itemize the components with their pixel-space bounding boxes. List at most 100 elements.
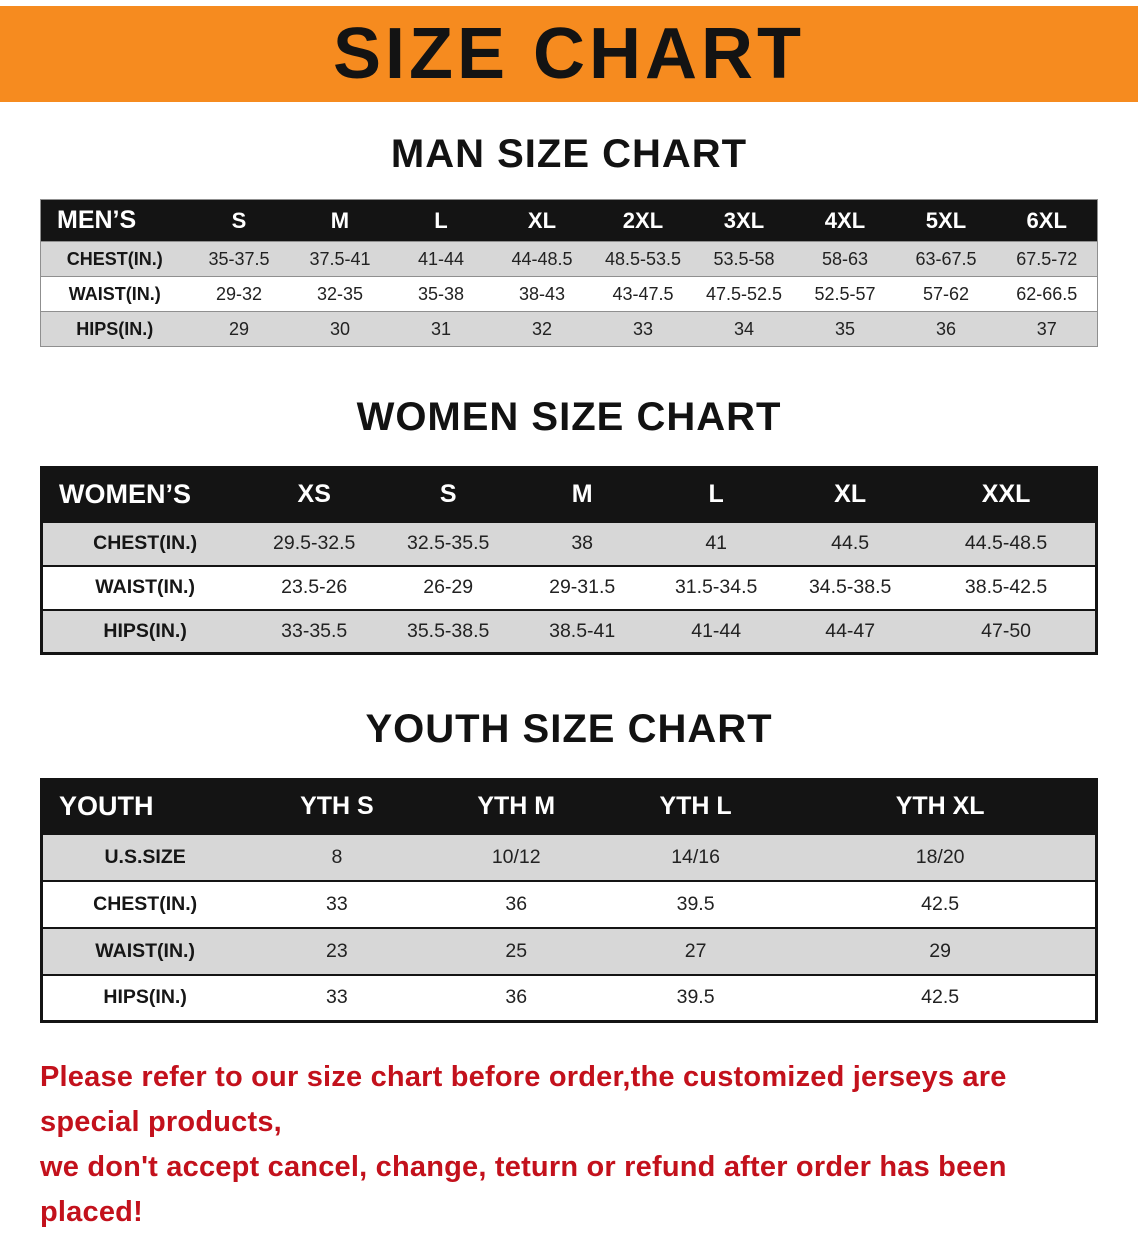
row-label: WAIST(IN.) <box>68 283 161 304</box>
row-label: CHEST(IN.) <box>93 892 198 915</box>
measurement-cell: 35.5-38.5 <box>381 609 516 654</box>
size-header-cell: YTH S <box>247 779 427 834</box>
measurement-cell: 42.5 <box>921 892 960 915</box>
table-row: WAIST(IN.) 29-32 32-35 35-38 38-43 43-47.5 47.… <box>40 277 1098 312</box>
banner: SIZE CHART <box>0 6 1138 102</box>
measurement-cell: 14/16 <box>605 833 786 881</box>
row-label: WAIST(IN.) <box>41 927 248 975</box>
measurement-cell: 30 <box>289 311 391 347</box>
table-row: CHEST(IN.) 29.5-32.5 32.5-35.5 38 41 44.5 44.5… <box>41 521 1097 566</box>
youth-size-table: YOUTH YTH S YTH M YTH L YTH XL U.S.SIZE 8 10/12… <box>40 778 1098 1023</box>
measurement-cell: 38-43 <box>518 283 565 304</box>
measurement-cell: 39.5 <box>676 986 715 1009</box>
men-size-chart-section: MAN SIZE CHART MEN’S S M L XL 2XL 3XL 4XL 5XL 6XL C… <box>0 132 1138 347</box>
measurement-cell: 27 <box>605 927 786 975</box>
row-label: WAIST(IN.) <box>95 576 195 598</box>
measurement-cell: 35-37.5 <box>188 241 290 277</box>
header-row: MEN’S S M L XL 2XL 3XL 4XL 5XL 6XL <box>40 199 1098 242</box>
measurement-cell: 57-62 <box>922 283 969 304</box>
size-header-cell: XXL <box>917 467 1097 522</box>
measurement-cell: 31.5-34.5 <box>674 576 758 598</box>
measurement-cell: 23.5-26 <box>281 576 348 598</box>
size-header-cell: XL <box>783 467 918 522</box>
size-header-cell: S <box>381 467 516 522</box>
measurement-cell: 41-44 <box>649 609 784 654</box>
measurement-cell: 44.5 <box>783 521 918 566</box>
measurement-cell: 18/20 <box>785 833 1097 881</box>
youth-size-chart-heading: YOUTH SIZE CHART <box>365 707 773 751</box>
measurement-cell: 52.5-57 <box>814 283 876 304</box>
size-header-cell: M <box>515 467 650 522</box>
measurement-cell: 44.5-48.5 <box>917 521 1097 566</box>
measurement-cell: 41-44 <box>390 241 492 277</box>
table-title-cell: YOUTH <box>41 779 248 834</box>
measurement-cell: 26-29 <box>423 576 474 598</box>
measurement-cell: 29 <box>188 311 290 347</box>
measurement-cell: 47-50 <box>917 609 1097 654</box>
size-header-cell: 4XL <box>794 199 896 242</box>
measurement-cell: 33 <box>326 892 348 915</box>
table-row: CHEST(IN.) 33 36 39.5 42.5 <box>41 881 1097 928</box>
disclaimer-line-1: Please refer to our size chart before or… <box>40 1061 1007 1138</box>
measurement-cell: 33 <box>592 311 694 347</box>
measurement-cell: 44-47 <box>783 609 918 654</box>
size-header-cell: L <box>390 199 492 242</box>
measurement-cell: 33-35.5 <box>247 609 382 654</box>
measurement-cell: 8 <box>247 833 427 881</box>
measurement-cell: 47.5-52.5 <box>705 283 782 304</box>
size-header-cell: XS <box>247 467 382 522</box>
measurement-cell: 33 <box>326 986 348 1009</box>
measurement-cell: 62-66.5 <box>1016 283 1078 304</box>
table-row: U.S.SIZE 8 10/12 14/16 18/20 <box>41 833 1097 881</box>
size-header-cell: YTH XL <box>785 779 1097 834</box>
size-chart-page: SIZE CHART MAN SIZE CHART MEN’S S M L XL 2XL 3X… <box>0 6 1138 1235</box>
table-row: HIPS(IN.) 33-35.5 35.5-38.5 38.5-41 41-44 44-… <box>41 609 1097 654</box>
header-row: WOMEN’S XS S M L XL XXL <box>41 467 1097 522</box>
row-label: HIPS(IN.) <box>40 311 189 347</box>
measurement-cell: 35-38 <box>417 283 464 304</box>
size-header-cell: M <box>289 199 391 242</box>
women-size-table: WOMEN’S XS S M L XL XXL CHEST(IN.) 29.5-32.5 32.5… <box>40 466 1098 655</box>
size-header-cell: S <box>188 199 290 242</box>
disclaimer: Please refer to our size chart before or… <box>0 1055 1138 1235</box>
table-row: CHEST(IN.) 35-37.5 37.5-41 41-44 44-48.5 48.5… <box>40 241 1098 277</box>
charts-container: MAN SIZE CHART MEN’S S M L XL 2XL 3XL 4XL 5XL 6XL C… <box>0 132 1138 1023</box>
row-label: CHEST(IN.) <box>41 521 248 566</box>
measurement-cell: 53.5-58 <box>693 241 795 277</box>
measurement-cell: 29 <box>785 927 1097 975</box>
table-title-cell: MEN’S <box>40 199 189 242</box>
measurement-cell: 29.5-32.5 <box>247 521 382 566</box>
size-header-cell: 2XL <box>592 199 694 242</box>
table-title-cell: WOMEN’S <box>41 467 248 522</box>
measurement-cell: 31 <box>390 311 492 347</box>
table-row: WAIST(IN.) 23 25 27 29 <box>41 927 1097 975</box>
size-header-cell: 6XL <box>996 199 1098 242</box>
measurement-cell: 63-67.5 <box>895 241 997 277</box>
measurement-cell: 67.5-72 <box>996 241 1098 277</box>
measurement-cell: 38 <box>515 521 650 566</box>
measurement-cell: 29-31.5 <box>549 576 616 598</box>
size-header-cell: YTH L <box>605 779 786 834</box>
table-row: WAIST(IN.) 23.5-26 26-29 29-31.5 31.5-34.5 34… <box>41 566 1097 610</box>
measurement-cell: 23 <box>247 927 427 975</box>
header-row: YOUTH YTH S YTH M YTH L YTH XL <box>41 779 1097 834</box>
measurement-cell: 38.5-42.5 <box>964 576 1048 598</box>
measurement-cell: 38.5-41 <box>515 609 650 654</box>
table-row: HIPS(IN.) 29 30 31 32 33 34 35 36 37 <box>40 311 1098 347</box>
men-size-table: MEN’S S M L XL 2XL 3XL 4XL 5XL 6XL CHEST(IN.) 35-37… <box>40 199 1098 347</box>
row-label: U.S.SIZE <box>41 833 248 881</box>
measurement-cell: 48.5-53.5 <box>592 241 694 277</box>
row-label: HIPS(IN.) <box>41 609 248 654</box>
measurement-cell: 36 <box>505 986 528 1009</box>
disclaimer-line-2: we don't accept cancel, change, teturn o… <box>40 1150 1007 1228</box>
size-header-cell: 5XL <box>895 199 997 242</box>
measurement-cell: 39.5 <box>676 892 715 915</box>
measurement-cell: 32.5-35.5 <box>381 521 516 566</box>
row-label: CHEST(IN.) <box>40 241 189 277</box>
measurement-cell: 41 <box>649 521 784 566</box>
measurement-cell: 36 <box>895 311 997 347</box>
size-header-cell: XL <box>491 199 593 242</box>
size-header-cell: L <box>649 467 784 522</box>
measurement-cell: 25 <box>426 927 606 975</box>
women-size-chart-heading: WOMEN SIZE CHART <box>356 395 782 439</box>
